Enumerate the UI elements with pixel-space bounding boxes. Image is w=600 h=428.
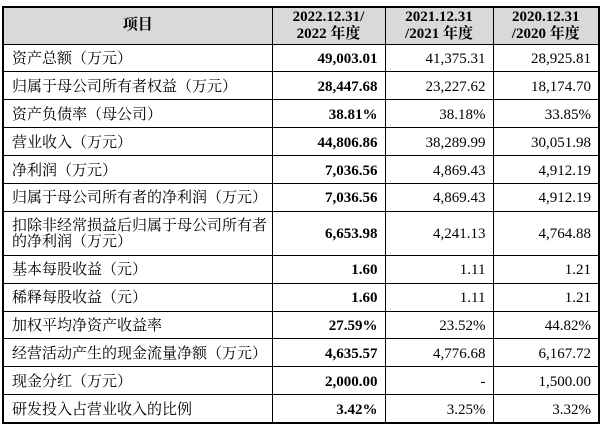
value-2020: 33.85% — [492, 99, 600, 129]
value-2020: 4,764.88 — [492, 210, 600, 256]
row-label: 净利润（万元） — [2, 155, 273, 184]
value-2021: 23,227.62 — [384, 71, 494, 101]
header-2020-line1: 2020.12.31 — [512, 8, 580, 25]
table-row: 归属于母公司所有者权益（万元） 28,447.68 23,227.62 18,1… — [2, 71, 600, 101]
value-2021: 1.11 — [384, 254, 494, 284]
table-row: 净利润（万元） 7,036.56 4,869.43 4,912.19 — [2, 155, 600, 184]
value-2022: 2,000.00 — [271, 366, 386, 396]
value-2022: 49,003.01 — [271, 43, 386, 73]
value-2021: 4,241.13 — [384, 210, 494, 256]
value-2022: 28,447.68 — [271, 71, 386, 101]
value-2022: 27.59% — [271, 310, 386, 340]
value-2021: 38.18% — [384, 99, 494, 129]
value-2020: 44.82% — [492, 310, 600, 340]
value-2022: 6,653.98 — [271, 210, 386, 256]
row-label: 资产负债率（母公司） — [2, 99, 273, 129]
value-2022: 7,036.56 — [271, 155, 386, 184]
value-2020: 18,174.70 — [492, 71, 600, 101]
header-2020-line2: /2020 年度 — [511, 25, 580, 42]
value-2021: 4,776.68 — [384, 338, 494, 368]
table-row: 扣除非经常损益后归属于母公司所有者的净利润（万元） 6,653.98 4,241… — [2, 210, 600, 256]
value-2020: 4,912.19 — [492, 155, 600, 184]
value-2021: 41,375.31 — [384, 43, 494, 73]
row-label: 归属于母公司所有者的净利润（万元） — [2, 182, 273, 212]
value-2020: 3.32% — [492, 394, 600, 424]
table-row: 基本每股收益（元） 1.60 1.11 1.21 — [2, 254, 600, 284]
table-row: 研发投入占营业收入的比例 3.42% 3.25% 3.32% — [2, 394, 600, 424]
value-2020: 28,925.81 — [492, 43, 600, 73]
value-2021: 4,869.43 — [384, 155, 494, 184]
value-2021: 38,289.99 — [384, 127, 494, 157]
header-2020: 2020.12.31 /2020 年度 — [492, 6, 600, 45]
value-2022: 44,806.86 — [271, 127, 386, 157]
table-row: 归属于母公司所有者的净利润（万元） 7,036.56 4,869.43 4,91… — [2, 182, 600, 212]
value-2022: 38.81% — [271, 99, 386, 129]
value-2020: 4,912.19 — [492, 182, 600, 212]
value-2021: 1.11 — [384, 282, 494, 312]
value-2020: 1.21 — [492, 282, 600, 312]
header-2022: 2022.12.31/ 2022 年度 — [271, 6, 386, 45]
row-label: 稀释每股收益（元） — [2, 282, 273, 312]
table-row: 营业收入（万元） 44,806.86 38,289.99 30,051.98 — [2, 127, 600, 157]
header-item-label: 项目 — [122, 17, 153, 34]
header-item: 项目 — [2, 6, 273, 45]
table-row: 经营活动产生的现金流量净额（万元） 4,635.57 4,776.68 6,16… — [2, 338, 600, 368]
row-label: 营业收入（万元） — [2, 127, 273, 157]
header-row: 项目 2022.12.31/ 2022 年度 2021.12.31 /2021 … — [2, 6, 600, 45]
value-2021: - — [384, 366, 494, 396]
row-label: 基本每股收益（元） — [2, 254, 273, 284]
value-2022: 7,036.56 — [271, 182, 386, 212]
row-label: 归属于母公司所有者权益（万元） — [2, 71, 273, 101]
header-2021: 2021.12.31 /2021 年度 — [384, 6, 494, 45]
value-2021: 3.25% — [384, 394, 494, 424]
value-2022: 1.60 — [271, 282, 386, 312]
table-row: 资产负债率（母公司） 38.81% 38.18% 33.85% — [2, 99, 600, 129]
row-label: 资产总额（万元） — [2, 43, 273, 73]
value-2020: 1,500.00 — [492, 366, 600, 396]
value-2021: 23.52% — [384, 310, 494, 340]
value-2022: 3.42% — [271, 394, 386, 424]
value-2020: 6,167.72 — [492, 338, 600, 368]
header-2022-line1: 2022.12.31/ — [292, 8, 365, 25]
value-2020: 1.21 — [492, 254, 600, 284]
value-2022: 1.60 — [271, 254, 386, 284]
table-row: 现金分红（万元） 2,000.00 - 1,500.00 — [2, 366, 600, 396]
table-row: 稀释每股收益（元） 1.60 1.11 1.21 — [2, 282, 600, 312]
header-2021-line2: /2021 年度 — [405, 25, 473, 42]
row-label: 研发投入占营业收入的比例 — [2, 394, 273, 424]
header-2022-line2: 2022 年度 — [296, 25, 361, 42]
table-row: 加权平均净资产收益率 27.59% 23.52% 44.82% — [2, 310, 600, 340]
row-label: 加权平均净资产收益率 — [2, 310, 273, 340]
table-row: 资产总额（万元） 49,003.01 41,375.31 28,925.81 — [2, 43, 600, 73]
value-2020: 30,051.98 — [492, 127, 600, 157]
header-2021-line1: 2021.12.31 — [405, 8, 473, 25]
financial-summary-table: 项目 2022.12.31/ 2022 年度 2021.12.31 /2021 … — [2, 6, 600, 425]
row-label: 经营活动产生的现金流量净额（万元） — [2, 338, 273, 368]
row-label: 扣除非经常损益后归属于母公司所有者的净利润（万元） — [2, 210, 273, 256]
value-2022: 4,635.57 — [271, 338, 386, 368]
value-2021: 4,869.43 — [384, 182, 494, 212]
row-label: 现金分红（万元） — [2, 366, 273, 396]
